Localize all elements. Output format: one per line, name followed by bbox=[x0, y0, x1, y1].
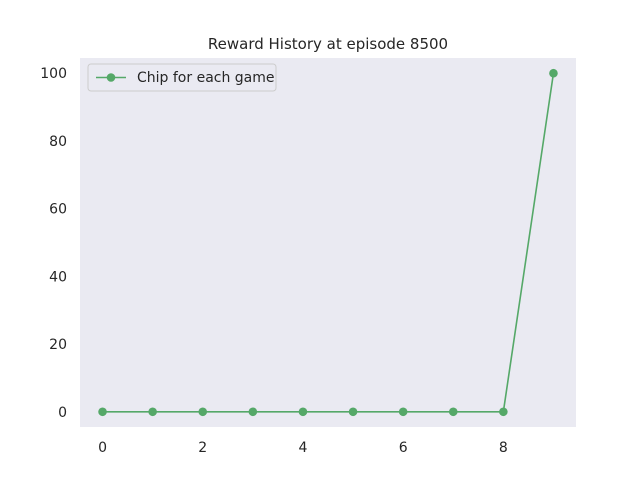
y-tick-label: 40 bbox=[49, 269, 67, 285]
chart-title: Reward History at episode 8500 bbox=[208, 35, 448, 53]
y-tick-label: 20 bbox=[49, 337, 67, 353]
y-tick-label: 60 bbox=[49, 202, 67, 218]
legend-label: Chip for each game bbox=[137, 70, 275, 86]
x-axis-ticks: 0 2 4 6 8 bbox=[98, 440, 508, 456]
plot-area bbox=[80, 58, 576, 427]
data-point bbox=[148, 407, 157, 417]
data-point bbox=[248, 407, 258, 417]
data-point bbox=[198, 407, 208, 417]
y-tick-label: 0 bbox=[58, 405, 67, 421]
legend-marker-swatch bbox=[106, 73, 116, 82]
series-line bbox=[102, 73, 555, 413]
data-point bbox=[549, 68, 558, 78]
x-tick-label: 2 bbox=[198, 440, 207, 456]
legend: Chip for each game bbox=[87, 63, 277, 92]
x-tick-label: 0 bbox=[98, 440, 107, 456]
data-point bbox=[298, 407, 308, 417]
data-point bbox=[398, 407, 408, 417]
y-tick-label: 100 bbox=[40, 66, 67, 82]
y-axis-ticks: 0 20 40 60 80 100 bbox=[40, 66, 67, 421]
x-tick-label: 4 bbox=[298, 440, 307, 456]
y-tick-label: 80 bbox=[49, 134, 67, 150]
data-point bbox=[448, 407, 458, 417]
series-points bbox=[98, 68, 558, 417]
series-lines bbox=[102, 73, 555, 413]
data-point bbox=[499, 407, 508, 417]
data-point bbox=[348, 407, 358, 417]
legend-box bbox=[87, 63, 277, 92]
x-tick-label: 6 bbox=[399, 440, 408, 456]
data-point bbox=[98, 407, 107, 417]
x-tick-label: 8 bbox=[499, 440, 508, 456]
